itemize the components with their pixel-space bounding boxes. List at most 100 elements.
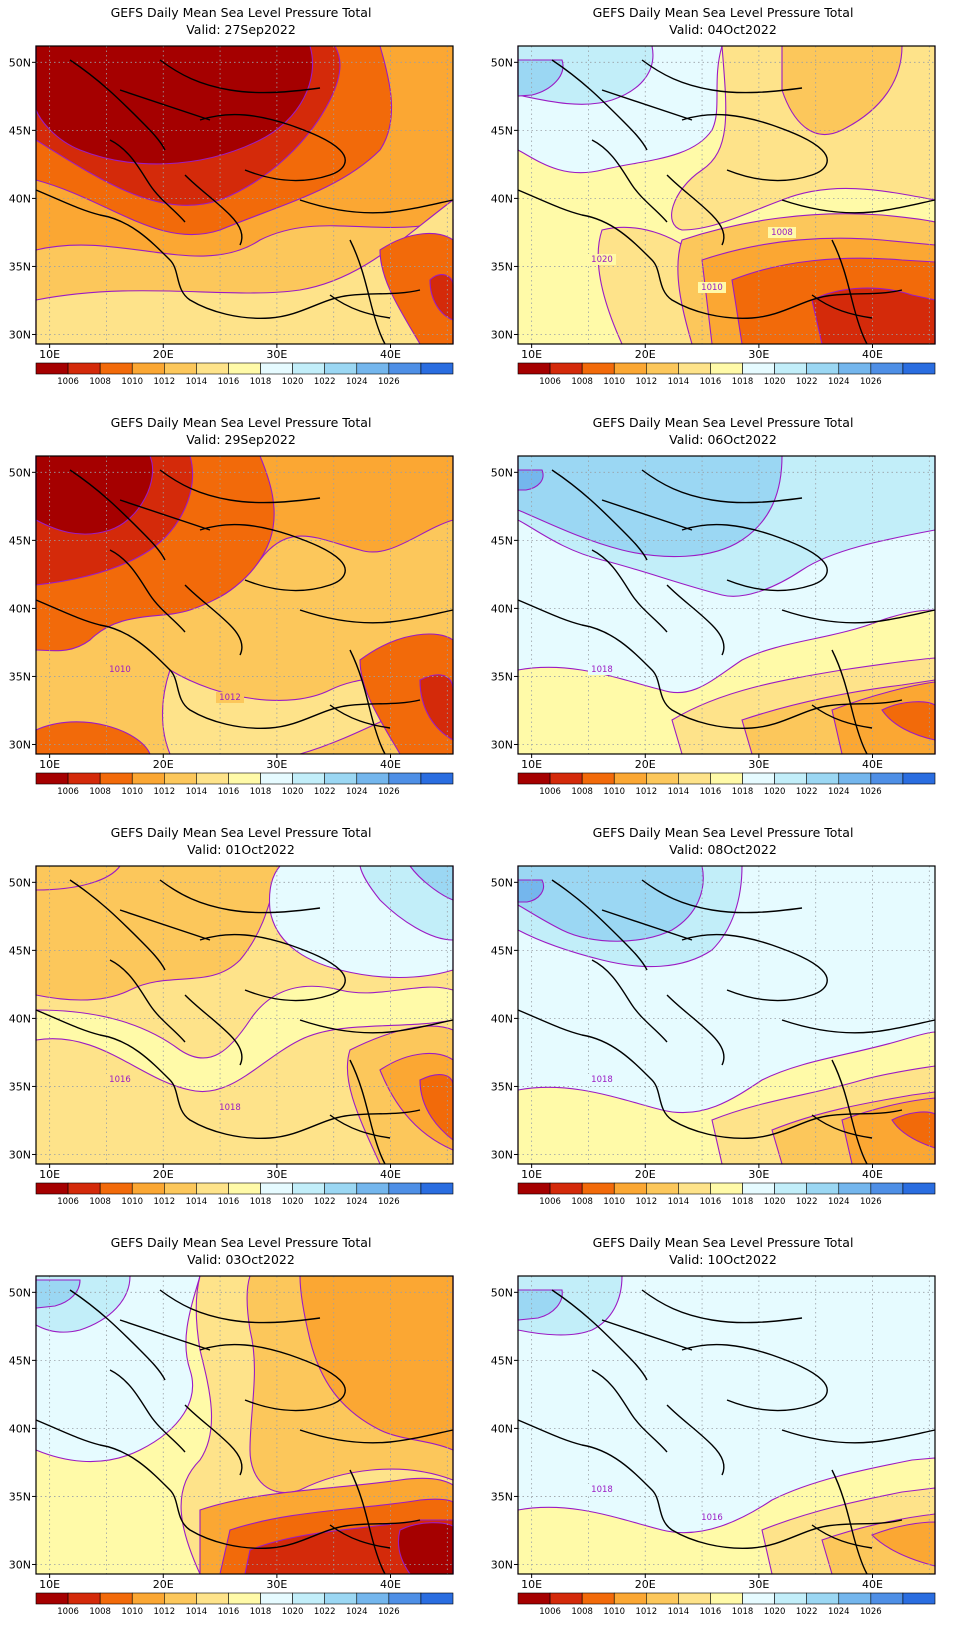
colorbar-segment [838, 1182, 872, 1195]
contour-label: 1020 [591, 255, 613, 265]
colorbar-label: 1010 [121, 1607, 143, 1617]
colorbar-segment [131, 1182, 165, 1195]
colorbar-segment [260, 772, 293, 785]
colorbar-segment [99, 362, 133, 375]
colorbar-segment [870, 772, 904, 785]
colorbar-label: 1006 [57, 1607, 79, 1617]
colorbar-label: 1006 [57, 1197, 79, 1207]
colorbar-label: 1014 [668, 377, 690, 387]
coastline [591, 959, 668, 1043]
coastline [159, 59, 321, 94]
colorbar-label: 1014 [186, 787, 208, 797]
colorbar-label: 1012 [153, 377, 175, 387]
colorbar-segment [324, 1592, 358, 1605]
coastline [591, 549, 668, 633]
colorbar-label: 1020 [764, 1197, 786, 1207]
colorbar-segment [131, 362, 165, 375]
pressure-zone [811, 287, 936, 345]
pressure-zone [517, 879, 545, 903]
colorbar-label: 1018 [732, 1607, 754, 1617]
colorbar-label: 1008 [571, 1607, 593, 1617]
coastline [517, 599, 903, 730]
lat-label: 50N [491, 466, 513, 479]
colorbar-segment [549, 772, 583, 785]
lon-label: 20E [153, 758, 174, 771]
colorbar-segment [131, 1592, 165, 1605]
colorbar-segment [517, 1182, 551, 1195]
colorbar-segment [196, 772, 229, 785]
colorbar-label: 1016 [218, 377, 240, 387]
colorbar-segment [164, 772, 197, 785]
lon-label: 30E [266, 348, 287, 361]
coastline [781, 609, 936, 624]
colorbar-label: 1010 [603, 1197, 625, 1207]
colorbar-segment [902, 1182, 936, 1195]
colorbar-label: 1010 [603, 1607, 625, 1617]
map-frame [517, 1275, 936, 1575]
colorbar-label: 1026 [860, 1197, 882, 1207]
map-frame [35, 1275, 454, 1575]
coastline [641, 879, 803, 914]
colorbar-segment [292, 772, 325, 785]
lat-label: 30N [9, 1558, 31, 1571]
coastline [119, 909, 211, 941]
colorbar-segment [678, 772, 711, 785]
lon-label: 40E [862, 1168, 883, 1181]
colorbar-label: 1008 [89, 377, 111, 387]
pressure-zone [517, 59, 564, 97]
colorbar-segment [420, 1592, 454, 1605]
colorbar-segment [356, 1592, 390, 1605]
colorbar-label: 1010 [603, 377, 625, 387]
lat-label: 50N [9, 876, 31, 889]
colorbar-segment [228, 1592, 261, 1605]
colorbar-segment [646, 772, 679, 785]
map-frame [517, 455, 936, 755]
lon-label: 10E [39, 758, 60, 771]
lat-label: 45N [491, 534, 513, 547]
lat-label: 35N [491, 1490, 513, 1503]
colorbar-segment [710, 362, 743, 375]
coastline [551, 469, 648, 561]
colorbar-segment [35, 772, 69, 785]
colorbar-label: 1012 [635, 1197, 657, 1207]
panel-title: GEFS Daily Mean Sea Level Pressure Total [110, 415, 372, 430]
lat-label: 35N [491, 670, 513, 683]
colorbar-label: 1010 [121, 787, 143, 797]
lon-label: 20E [635, 1578, 656, 1591]
colorbar-segment [870, 362, 904, 375]
coastline [831, 649, 868, 755]
map-frame [35, 865, 454, 1165]
pressure-map: 50N 45N 40N 35N 30N 10E 20E 30E 40E 1006 1008 1010 1… [9, 45, 454, 387]
coastline [811, 1524, 873, 1549]
colorbar-label: 1022 [796, 377, 818, 387]
contour-label: 1016 [109, 1075, 131, 1085]
coastline [349, 649, 386, 755]
colorbar-label: 1018 [732, 787, 754, 797]
lat-label: 40N [491, 602, 513, 615]
colorbar-label: 1014 [186, 1607, 208, 1617]
pressure-map: 50N 45N 40N 35N 30N 10E 20E 30E 40E 1018 1016 1006 1… [491, 1275, 936, 1617]
colorbar-segment [838, 1592, 872, 1605]
colorbar-label: 1022 [796, 1197, 818, 1207]
colorbar-label: 1022 [796, 787, 818, 797]
colorbar-label: 1010 [121, 1197, 143, 1207]
colorbar-label: 1020 [282, 377, 304, 387]
coastline [299, 609, 454, 624]
coastline [184, 174, 243, 246]
coastline [159, 879, 321, 914]
colorbar-segment [35, 1592, 69, 1605]
colorbar-segment [420, 1182, 454, 1195]
coastline [35, 189, 421, 320]
colorbar-label: 1006 [57, 377, 79, 387]
colorbar-segment [806, 1182, 840, 1195]
map-panel-29sep: GEFS Daily Mean Sea Level Pressure Total… [0, 410, 482, 820]
lat-label: 30N [491, 1148, 513, 1161]
colorbar-segment [388, 1182, 422, 1195]
colorbar-segment [806, 362, 840, 375]
colorbar-segment [902, 1592, 936, 1605]
colorbar-segment [99, 1182, 133, 1195]
colorbar-label: 1020 [764, 787, 786, 797]
pressure-zone [35, 985, 454, 1093]
coastline [601, 1319, 693, 1351]
colorbar-segment [581, 772, 615, 785]
